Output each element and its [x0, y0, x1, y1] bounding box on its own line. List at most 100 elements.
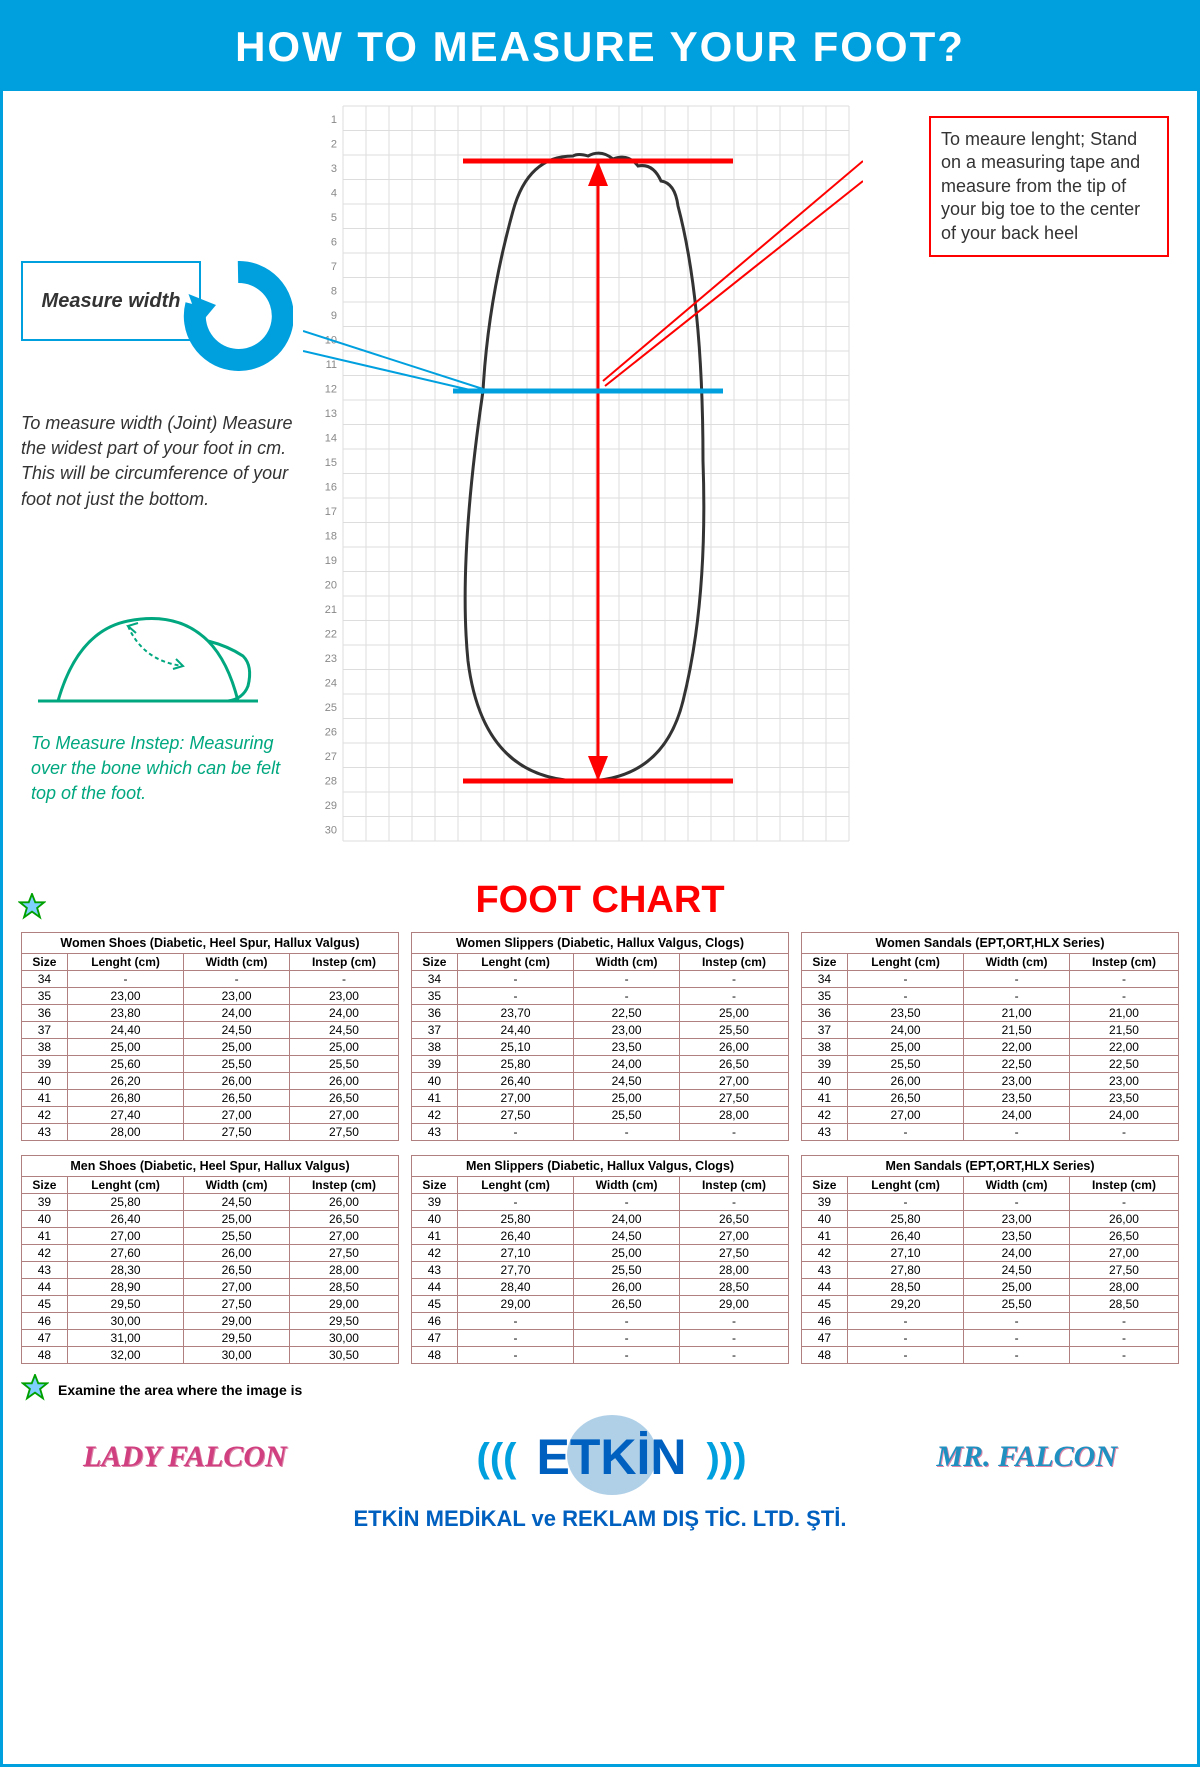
table-row: 4127,0025,0027,50 [412, 1090, 789, 1107]
table-header: Size [802, 1177, 848, 1194]
svg-text:7: 7 [331, 261, 337, 273]
size-table: Men Shoes (Diabetic, Heel Spur, Hallux V… [21, 1155, 399, 1364]
table-cell: 26,50 [1069, 1228, 1178, 1245]
table-cell: 25,50 [679, 1022, 788, 1039]
table-cell: 42 [412, 1107, 458, 1124]
table-row: 43--- [412, 1124, 789, 1141]
table-cell: 21,50 [1069, 1022, 1178, 1039]
svg-text:22: 22 [325, 629, 337, 641]
table-row: 4025,8024,0026,50 [412, 1211, 789, 1228]
table-cell: 26,80 [67, 1090, 183, 1107]
table-cell: 26,40 [457, 1073, 573, 1090]
table-cell: - [574, 1330, 680, 1347]
table-cell: 24,50 [289, 1022, 398, 1039]
table-cell: 39 [802, 1194, 848, 1211]
table-cell: 30,50 [289, 1347, 398, 1364]
size-table: Women Shoes (Diabetic, Heel Spur, Hallux… [21, 932, 399, 1141]
table-row: 3925,8024,5026,00 [22, 1194, 399, 1211]
table-cell: 28,00 [1069, 1279, 1178, 1296]
svg-text:23: 23 [325, 653, 337, 665]
table-row: 34--- [412, 971, 789, 988]
table-cell: - [184, 971, 290, 988]
table-cell: 29,50 [184, 1330, 290, 1347]
table-cell: - [457, 1313, 573, 1330]
footnote: Examine the area where the image is [3, 1364, 1197, 1398]
table-cell: - [964, 971, 1070, 988]
table-header: Width (cm) [574, 1177, 680, 1194]
table-cell: - [1069, 1124, 1178, 1141]
diagram-section: Measure width To measure width (Joint) M… [3, 91, 1197, 871]
svg-text:26: 26 [325, 727, 337, 739]
table-row: 39--- [802, 1194, 1179, 1211]
table-cell: 40 [412, 1073, 458, 1090]
table-cell: 26,00 [847, 1073, 963, 1090]
table-cell: 25,50 [184, 1056, 290, 1073]
table-cell: - [847, 988, 963, 1005]
table-cell: 39 [802, 1056, 848, 1073]
svg-text:18: 18 [325, 531, 337, 543]
table-cell: 27,00 [184, 1279, 290, 1296]
table-cell: 43 [22, 1124, 68, 1141]
table-cell: 27,50 [679, 1245, 788, 1262]
table-cell: 25,00 [184, 1211, 290, 1228]
chart-title: FOOT CHART [3, 879, 1197, 922]
table-cell: 25,00 [289, 1039, 398, 1056]
table-cell: 27,00 [847, 1107, 963, 1124]
table-cell: 24,00 [574, 1056, 680, 1073]
table-row: 3925,6025,5025,50 [22, 1056, 399, 1073]
table-header: Width (cm) [964, 1177, 1070, 1194]
etkin-logo: ETKİN [537, 1428, 687, 1486]
svg-text:1: 1 [331, 114, 337, 126]
table-cell: 26,00 [679, 1039, 788, 1056]
table-cell: 27,50 [457, 1107, 573, 1124]
table-row: 3623,5021,0021,00 [802, 1005, 1179, 1022]
table-row: 3523,0023,0023,00 [22, 988, 399, 1005]
table-cell: 39 [412, 1056, 458, 1073]
page-title: HOW TO MEASURE YOUR FOOT? [3, 3, 1197, 91]
table-cell: 22,00 [1069, 1039, 1178, 1056]
svg-text:15: 15 [325, 457, 337, 469]
footnote-text: Examine the area where the image is [58, 1382, 302, 1398]
table-cell: 27,50 [184, 1124, 290, 1141]
table-cell: 24,50 [184, 1194, 290, 1211]
width-description: To measure width (Joint) Measure the wid… [21, 411, 301, 512]
table-cell: 42 [802, 1107, 848, 1124]
table-cell: 26,50 [679, 1056, 788, 1073]
table-cell: 48 [412, 1347, 458, 1364]
table-title: Women Shoes (Diabetic, Heel Spur, Hallux… [21, 932, 399, 953]
table-cell: 25,10 [457, 1039, 573, 1056]
table-cell: 25,50 [964, 1296, 1070, 1313]
table-row: 43--- [802, 1124, 1179, 1141]
rotate-icon [183, 261, 293, 371]
table-cell: 27,00 [67, 1228, 183, 1245]
table-cell: - [574, 988, 680, 1005]
table-cell: - [457, 1347, 573, 1364]
table-cell: 24,50 [574, 1073, 680, 1090]
table-cell: 26,20 [67, 1073, 183, 1090]
table-cell: - [679, 1313, 788, 1330]
table-cell: 26,40 [847, 1228, 963, 1245]
table-cell: 21,00 [1069, 1005, 1178, 1022]
svg-text:30: 30 [325, 825, 337, 837]
table-cell: 27,50 [184, 1296, 290, 1313]
table-cell: 21,00 [964, 1005, 1070, 1022]
table-cell: - [847, 1347, 963, 1364]
table-header: Lenght (cm) [457, 1177, 573, 1194]
table-header: Instep (cm) [679, 954, 788, 971]
table-cell: 46 [802, 1313, 848, 1330]
table-cell: 24,00 [964, 1107, 1070, 1124]
table-cell: 24,50 [184, 1022, 290, 1039]
table-cell: - [964, 1124, 1070, 1141]
table-cell: 25,00 [574, 1090, 680, 1107]
table-cell: 40 [412, 1211, 458, 1228]
table-header: Size [22, 954, 68, 971]
table-row: 4832,0030,0030,50 [22, 1347, 399, 1364]
table-cell: 30,00 [184, 1347, 290, 1364]
table-cell: 25,50 [184, 1228, 290, 1245]
table-header: Width (cm) [964, 954, 1070, 971]
table-cell: 25,00 [67, 1039, 183, 1056]
table-cell: 36 [802, 1005, 848, 1022]
table-cell: - [679, 1124, 788, 1141]
table-cell: 41 [802, 1090, 848, 1107]
table-cell: 26,50 [184, 1262, 290, 1279]
